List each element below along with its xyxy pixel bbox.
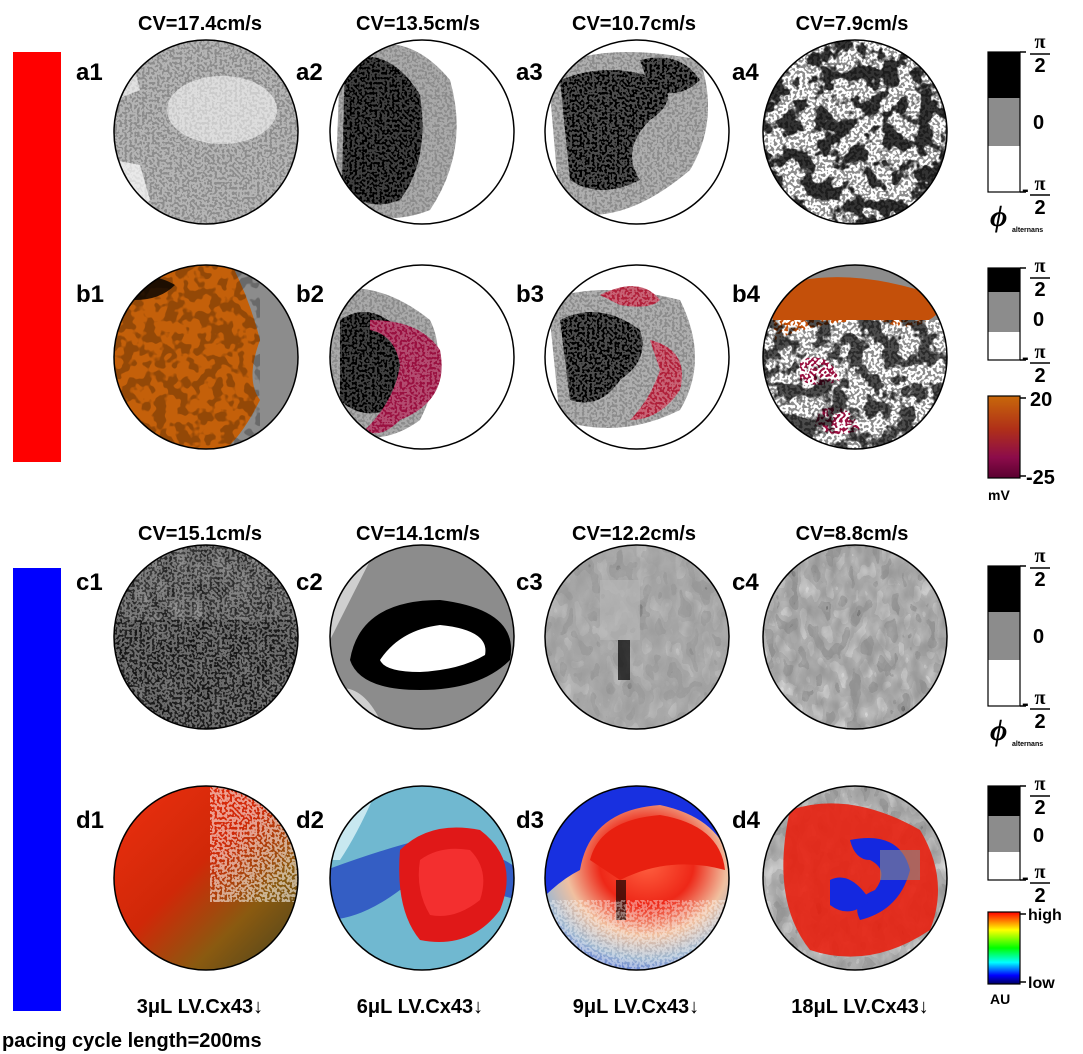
legend-c-phi: ϕ [990, 714, 1007, 747]
amplitude-unit: AU [990, 991, 1010, 1007]
phase-map-a3 [545, 40, 729, 224]
legend-a-phi: ϕ [990, 200, 1007, 233]
panel-label-c2: c2 [296, 569, 323, 596]
panel-label-d3: d3 [516, 807, 544, 834]
panel-label-d4: d4 [732, 807, 761, 834]
cv-label-c2: CV=14.1cm/s [356, 523, 480, 545]
panel-label-b1: b1 [76, 281, 104, 308]
phase-map-c1 [114, 545, 298, 729]
bottom-group-bar [13, 568, 61, 1011]
top-group-bar [13, 52, 61, 462]
legend-b-zero: 0 [1033, 309, 1044, 331]
voltage-unit: mV [988, 487, 1010, 503]
legend-c-top-pi: π [1035, 545, 1046, 567]
phase-map-c3 [545, 545, 729, 729]
legend-b-bot-pi: π [1035, 341, 1046, 363]
voltage-map-b3 [545, 265, 729, 449]
legend-d-top-pi: π [1035, 773, 1046, 795]
legend-d-zero: 0 [1033, 825, 1044, 847]
legend-a-bot-pi: π [1035, 173, 1046, 195]
panel-label-c3: c3 [516, 569, 543, 596]
legend-b-minus: - [1022, 347, 1029, 369]
cv-label-c3: CV=12.2cm/s [572, 523, 696, 545]
phase-legend-a: π 2 0 - π 2 ϕ alternans [987, 31, 1050, 234]
phase-map-c4 [763, 545, 947, 729]
phase-map-a4 [763, 40, 947, 224]
dose-label-2: 6μL LV.Cx43↓ [357, 996, 483, 1018]
panel-label-b4: b4 [732, 281, 761, 308]
cv-label-c1: CV=15.1cm/s [138, 523, 262, 545]
amplitude-map-d2 [330, 786, 514, 970]
panel-label-b3: b3 [516, 281, 544, 308]
dose-label-4: 18μL LV.Cx43↓ [791, 996, 929, 1018]
legend-b-top-pi: π [1035, 255, 1046, 277]
legend-a-bot-den: 2 [1034, 197, 1045, 219]
phase-map-a1 [114, 40, 298, 224]
legend-c-phi-sub: alternans [1012, 741, 1043, 748]
footer-caption: pacing cycle length=200ms [2, 1030, 262, 1052]
panel-label-d2: d2 [296, 807, 324, 834]
cv-label-a4: CV=7.9cm/s [796, 13, 909, 35]
panel-label-a3: a3 [516, 59, 543, 86]
phase-legend-d: π 2 0 - π 2 [987, 773, 1050, 907]
legend-d-bot-den: 2 [1034, 885, 1045, 907]
legend-c-zero: 0 [1033, 626, 1044, 648]
legend-a-zero: 0 [1033, 112, 1044, 134]
legend-d-top-den: 2 [1034, 797, 1045, 819]
phase-legend-c: π 2 0 - π 2 ϕ alternans [987, 545, 1050, 748]
legend-a-top-pi: π [1035, 31, 1046, 53]
phase-map-c2 [330, 545, 514, 729]
legend-c-bot-pi: π [1035, 687, 1046, 709]
amplitude-high: high [1028, 907, 1062, 924]
legend-a-top-den: 2 [1034, 55, 1045, 77]
legend-c-minus: - [1022, 693, 1029, 715]
panel-label-c1: c1 [76, 569, 103, 596]
voltage-colorbar: 20 -25 mV [987, 389, 1055, 503]
legend-b-top-den: 2 [1034, 279, 1045, 301]
legend-d-minus: - [1022, 867, 1029, 889]
amplitude-low: low [1028, 975, 1055, 992]
phase-legend-b: π 2 0 - π 2 [987, 255, 1050, 387]
panel-label-a2: a2 [296, 59, 323, 86]
voltage-max: 20 [1030, 389, 1052, 411]
panel-label-d1: d1 [76, 807, 104, 834]
legend-c-bot-den: 2 [1034, 711, 1045, 733]
cv-label-c4: CV=8.8cm/s [796, 523, 909, 545]
voltage-min: -25 [1026, 467, 1055, 489]
panel-label-a1: a1 [76, 59, 103, 86]
amplitude-map-d4 [763, 786, 947, 970]
amplitude-map-d3 [545, 786, 729, 970]
voltage-map-b4 [763, 265, 947, 449]
dose-label-3: 9μL LV.Cx43↓ [573, 996, 699, 1018]
voltage-map-b1 [114, 265, 298, 449]
legend-c-top-den: 2 [1034, 569, 1045, 591]
cv-label-a1: CV=17.4cm/s [138, 13, 262, 35]
phase-map-a2 [330, 40, 514, 224]
cv-label-a2: CV=13.5cm/s [356, 13, 480, 35]
voltage-map-b2 [330, 265, 514, 449]
amplitude-colorbar: high low AU [987, 907, 1062, 1007]
legend-b-bot-den: 2 [1034, 365, 1045, 387]
panel-label-c4: c4 [732, 569, 759, 596]
panel-label-b2: b2 [296, 281, 324, 308]
legend-d-bot-pi: π [1035, 861, 1046, 883]
cv-label-a3: CV=10.7cm/s [572, 13, 696, 35]
legend-a-minus: - [1022, 179, 1029, 201]
panel-label-a4: a4 [732, 59, 759, 86]
amplitude-map-d1 [114, 786, 298, 970]
legend-a-phi-sub: alternans [1012, 227, 1043, 234]
dose-label-1: 3μL LV.Cx43↓ [137, 996, 263, 1018]
